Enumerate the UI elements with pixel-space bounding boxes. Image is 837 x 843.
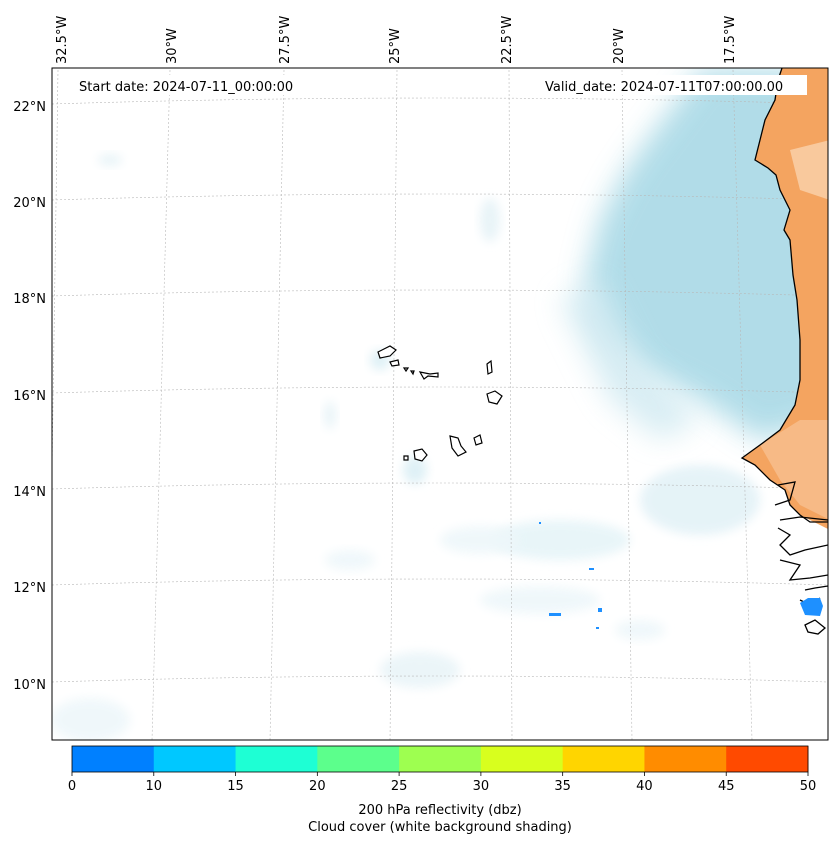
colorbar-swatch <box>726 746 809 772</box>
colorbar-tick-label: 50 <box>800 779 817 794</box>
lat-label: 10°N <box>13 678 46 693</box>
colorbar-swatch <box>399 746 482 772</box>
valid-date-label: Valid_date: 2024-07-11T07:00:00.00 <box>545 80 783 95</box>
colorbar-tick-label: 40 <box>636 779 653 794</box>
island-santo-antao <box>377 345 397 359</box>
reflectivity-cell <box>596 627 599 629</box>
reflectivity-cell <box>549 613 561 616</box>
island-sal <box>486 359 493 375</box>
start-date-label: Start date: 2024-07-11_00:00:00 <box>79 80 293 95</box>
longitude-labels: 32.5°W 30°W 27.5°W 25°W 22.5°W 20°W 17.5… <box>55 16 738 64</box>
lon-label: 25°W <box>388 28 403 64</box>
colorbar-tick-label: 20 <box>309 779 326 794</box>
map-border <box>51 67 829 741</box>
colorbar-swatch <box>235 746 318 772</box>
latitude-labels: 22°N 20°N 18°N 16°N 14°N 12°N 10°N <box>13 100 46 693</box>
lat-label: 22°N <box>13 100 46 115</box>
island-santiago <box>449 435 467 457</box>
reflectivity-cell <box>800 598 823 616</box>
island-maio <box>473 434 483 446</box>
colorbar-swatch <box>562 746 645 772</box>
colorbar-tick-label: 35 <box>554 779 571 794</box>
colorbar-swatch <box>480 746 564 772</box>
lon-label: 32.5°W <box>55 16 70 64</box>
africa-landmass <box>740 68 828 635</box>
lon-label: 17.5°W <box>723 16 738 64</box>
island-fogo <box>413 448 428 462</box>
start-label-box <box>72 75 312 95</box>
colorbar-swatch <box>644 746 727 772</box>
colorbar-subtitle: Cloud cover (white background shading) <box>308 820 572 835</box>
lon-label: 22.5°W <box>500 16 515 64</box>
colorbar-tick-label: 0 <box>68 779 76 794</box>
reflectivity-cell <box>539 522 541 524</box>
colorbar-swatch <box>317 746 400 772</box>
reflectivity-cell <box>589 568 594 570</box>
colorbar: 0 10 15 20 25 30 35 40 45 50 <box>68 745 817 794</box>
colorbar-tick-label: 10 <box>146 779 163 794</box>
island-raso <box>409 370 415 376</box>
lon-label: 20°W <box>612 28 627 64</box>
valid-label-box <box>540 75 807 95</box>
reflectivity-cell <box>598 608 602 612</box>
cloud-cover-shading <box>52 70 828 740</box>
colorbar-tick-label: 30 <box>473 779 490 794</box>
graticule <box>52 69 828 740</box>
lat-label: 20°N <box>13 196 46 211</box>
island-brava <box>403 455 409 461</box>
lat-label: 14°N <box>13 485 46 500</box>
lon-label: 30°W <box>165 28 180 64</box>
colorbar-title: 200 hPa reflectivity (dbz) <box>358 803 521 818</box>
cape-verde-islands <box>377 345 503 462</box>
island-sao-vicente <box>389 359 400 367</box>
island-santa-luzia <box>402 367 410 373</box>
lon-label: 27.5°W <box>278 16 293 64</box>
colorbar-tick-label: 15 <box>227 779 244 794</box>
colorbar-swatch <box>72 746 155 772</box>
island-boa-vista <box>486 390 503 405</box>
colorbar-tick-label: 25 <box>391 779 408 794</box>
island-sao-nicolau <box>418 371 439 380</box>
lat-label: 16°N <box>13 389 46 404</box>
colorbar-border <box>71 745 809 773</box>
colorbar-swatch <box>153 746 237 772</box>
colorbar-tick-label: 45 <box>718 779 735 794</box>
map-content <box>52 68 828 740</box>
lat-label: 18°N <box>13 292 46 307</box>
lat-label: 12°N <box>13 581 46 596</box>
reflectivity-cells <box>539 522 823 629</box>
